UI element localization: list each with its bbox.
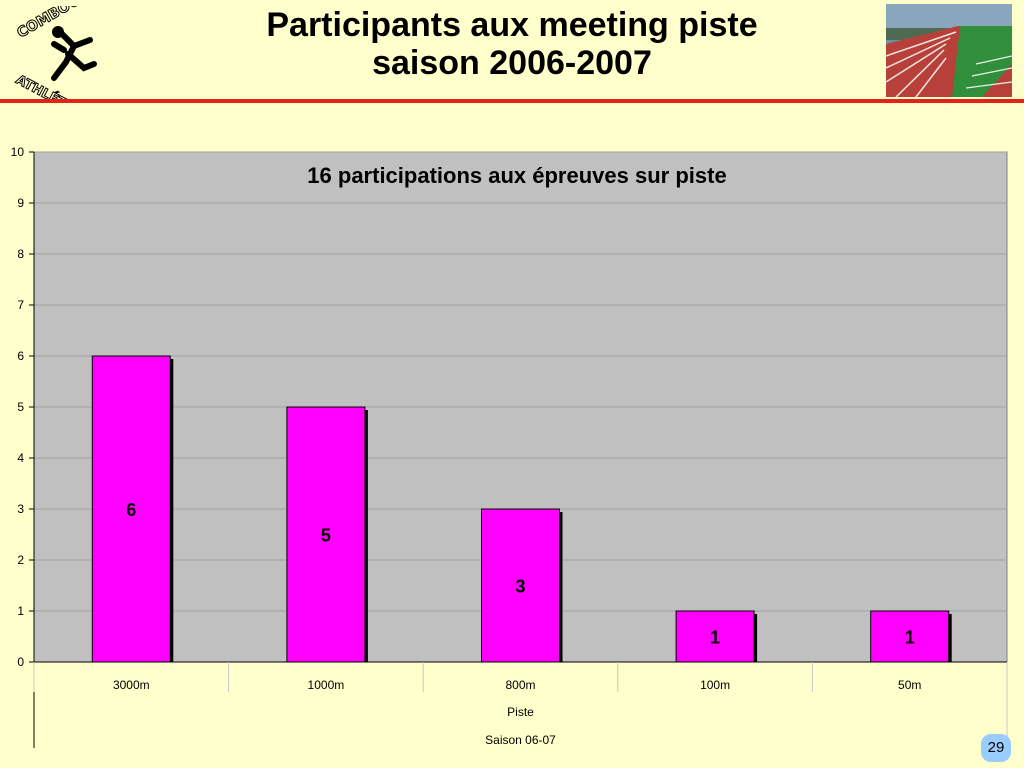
bar-3000m — [91, 355, 171, 663]
page-title: Participants aux meeting piste saison 20… — [160, 6, 864, 82]
y-tick-label: 9 — [17, 196, 24, 210]
bar-data-label: 5 — [321, 526, 331, 546]
bar-data-label: 1 — [905, 628, 915, 648]
bar-data-label: 3 — [515, 577, 525, 597]
page-title-line-2: saison 2006-2007 — [372, 44, 652, 82]
bar-chart: 0 1 2 3 4 5 6 7 8 9 10 6 3000m 5 1000m 3 800m 1 100m 1 50m Pi… — [11, 145, 1008, 748]
y-tick-label: 1 — [17, 604, 24, 618]
chart-bars — [91, 355, 952, 663]
y-tick-label: 3 — [17, 502, 24, 516]
bar-1000m — [286, 406, 366, 663]
page-title-line-1: Participants aux meeting piste — [266, 6, 758, 44]
y-tick-label: 10 — [11, 145, 25, 159]
y-tick-label: 2 — [17, 553, 24, 567]
chart-labels: 0 1 2 3 4 5 6 7 8 9 10 6 3000m 5 1000m 3 800m 1 100m 1 50m Pi… — [11, 145, 922, 747]
x-tick-label: 3000m — [113, 678, 150, 692]
y-tick-label: 5 — [17, 400, 24, 414]
page-number-badge: 29 — [981, 734, 1011, 762]
y-tick-label: 4 — [17, 451, 24, 465]
y-tick-label: 8 — [17, 247, 24, 261]
bar-50m — [870, 610, 950, 663]
x-tick-label: 50m — [898, 678, 921, 692]
x-season-label: Saison 06-07 — [485, 733, 556, 747]
x-tick-label: 800m — [505, 678, 535, 692]
x-tick-label: 1000m — [308, 678, 345, 692]
running-track-photo — [886, 4, 1012, 97]
bar-data-label: 6 — [126, 500, 136, 520]
x-group-label: Piste — [507, 705, 534, 719]
chart-title: 16 participations aux épreuves sur piste — [307, 163, 726, 188]
bar-800m — [481, 508, 560, 663]
y-tick-label: 7 — [17, 298, 24, 312]
y-tick-label: 6 — [17, 349, 24, 363]
x-tick-label: 100m — [700, 678, 730, 692]
header-divider — [0, 99, 1024, 103]
bar-100m — [675, 610, 755, 663]
bar-data-label: 1 — [710, 628, 720, 648]
y-tick-label: 0 — [17, 655, 24, 669]
combourg-athletisme-logo: COMBOURG ATHLÉTISME — [14, 6, 103, 100]
